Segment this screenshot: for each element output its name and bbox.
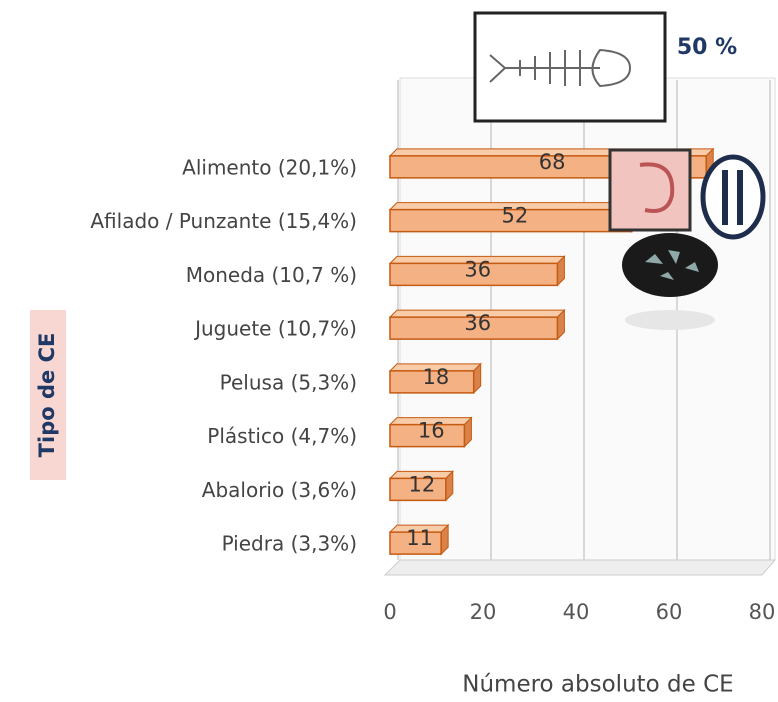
y-tick-label: Abalorio (3,6%) (202, 478, 357, 502)
x-tick-label: 20 (470, 600, 497, 624)
x-tick-label: 0 (383, 600, 396, 624)
y-tick-label: Piedra (3,3%) (222, 532, 357, 556)
chart: 50 % Tipo de CE Número absoluto de CE 68… (0, 0, 778, 698)
plot-floor (385, 560, 775, 575)
value-label: 36 (464, 311, 491, 335)
x-tick-label: 80 (749, 600, 776, 624)
x-tick-label: 60 (656, 600, 683, 624)
y-tick-label: Plástico (4,7%) (207, 424, 357, 448)
y-tick-label: Pelusa (5,3%) (220, 370, 357, 394)
value-label: 52 (502, 204, 529, 228)
value-label: 12 (409, 472, 436, 496)
y-tick-label: Alimento (20,1%) (182, 155, 357, 179)
value-label: 11 (406, 526, 433, 550)
y-tick-label: Juguete (10,7%) (193, 317, 357, 341)
annotation: 50 % (677, 35, 737, 60)
x-tick-label: 40 (563, 600, 590, 624)
y-axis-label: Tipo de CE (35, 333, 59, 458)
page: {"chart_data": {"type": "bar", "orientat… (0, 0, 778, 702)
y-tick-label: Moneda (10,7 %) (186, 263, 357, 287)
value-label: 16 (418, 419, 445, 443)
value-label: 68 (539, 150, 566, 174)
x-axis-label: Número absoluto de CE (462, 672, 733, 698)
value-label: 18 (422, 365, 449, 389)
value-label: 36 (464, 257, 491, 281)
y-tick-label: Afilado / Punzante (15,4%) (90, 209, 357, 233)
